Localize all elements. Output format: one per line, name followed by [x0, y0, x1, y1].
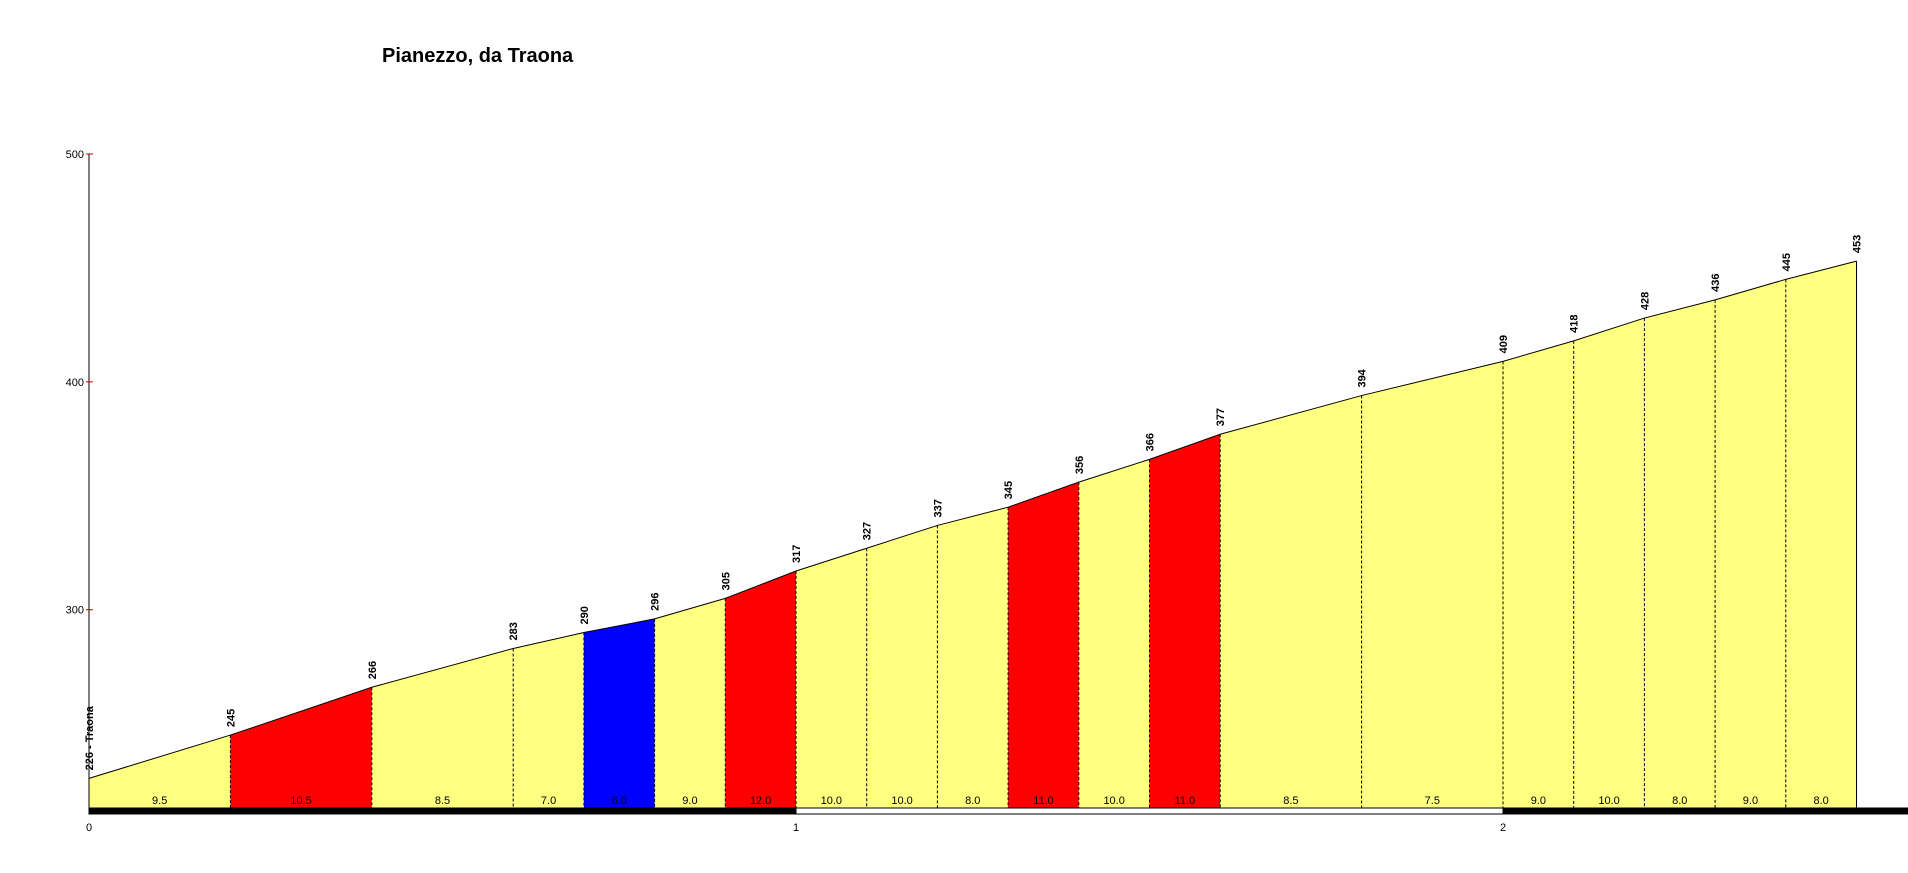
- segment-fill: [1008, 482, 1079, 808]
- segment-fill: [1220, 395, 1362, 808]
- grade-label: 8.5: [435, 795, 450, 807]
- x-tick-label: 2: [1500, 822, 1506, 834]
- segment-fill: [654, 598, 726, 808]
- elevation-label: 436: [1710, 273, 1722, 291]
- chart-title: Pianezzo, da Traona: [382, 45, 574, 67]
- grade-labels: 9.5 10.5 8.5 7.0 6.0 9.0 12.0 10.0 10.0 8.0 11.0 10…: [152, 795, 1829, 807]
- grade-label: 9.0: [1531, 795, 1546, 807]
- segment-fill: [1573, 318, 1645, 808]
- elevation-label: 394: [1357, 368, 1369, 387]
- segment-fill: [513, 632, 584, 808]
- elevation-label: 317: [791, 545, 803, 563]
- segment-fill: [1078, 459, 1150, 808]
- grade-label: 10.5: [290, 795, 311, 807]
- grade-label: 7.0: [541, 795, 556, 807]
- grade-label: 11.0: [1175, 795, 1196, 807]
- y-axis: 300 400 500: [66, 149, 93, 808]
- grade-label: 9.0: [682, 795, 697, 807]
- km-bar-band: [1502, 807, 1908, 815]
- segment-fill: [866, 525, 938, 808]
- elevation-label: 283: [508, 622, 520, 640]
- segment-fill: [230, 687, 372, 808]
- km-bar-band: [88, 807, 797, 815]
- elevation-label: 305: [720, 572, 732, 590]
- segment-fill: [89, 735, 231, 808]
- elevation-label: 327: [862, 522, 874, 540]
- segment-fill: [371, 648, 514, 808]
- elevation-label: 418: [1569, 314, 1581, 332]
- elevation-label: 428: [1639, 292, 1651, 310]
- grade-label: 8.0: [965, 795, 980, 807]
- segment-fill: [1503, 340, 1574, 808]
- elevation-label: 409: [1498, 335, 1510, 353]
- grade-label: 8.0: [1672, 795, 1687, 807]
- x-axis: 0 1 2: [86, 822, 1506, 834]
- elevation-label: 337: [932, 499, 944, 517]
- segment-fill: [1361, 361, 1503, 808]
- segment-fills: [89, 261, 1857, 808]
- segment-fill: [937, 507, 1009, 808]
- y-tick-label: 400: [66, 377, 84, 389]
- grade-label: 9.5: [152, 795, 167, 807]
- grade-label: 10.0: [1103, 795, 1124, 807]
- grade-label: 6.0: [612, 795, 627, 807]
- segment-dividers: [229, 261, 1857, 808]
- segment-fill: [583, 618, 655, 808]
- grade-label: 7.5: [1425, 795, 1440, 807]
- km-bar: [88, 807, 1908, 815]
- segment-fill: [1149, 434, 1221, 808]
- grade-label: 10.0: [891, 795, 912, 807]
- elevation-label: 453: [1852, 235, 1864, 253]
- segment-fill: [1785, 261, 1857, 808]
- km-bar-band: [795, 807, 1504, 815]
- elevation-label: 356: [1074, 456, 1086, 474]
- elevation-label: 445: [1781, 253, 1793, 271]
- grade-label: 8.0: [1814, 795, 1829, 807]
- y-tick-label: 300: [66, 605, 84, 617]
- profile-line: [88, 260, 1857, 779]
- elevation-label: 366: [1145, 433, 1157, 451]
- elevation-label: 245: [225, 709, 237, 727]
- elevation-label: 377: [1215, 408, 1227, 426]
- x-tick-label: 0: [86, 822, 92, 834]
- elevation-label: 266: [367, 661, 379, 679]
- grade-label: 9.0: [1743, 795, 1758, 807]
- y-tick-label: 500: [66, 149, 84, 161]
- profile-line-group: [88, 260, 1857, 779]
- start-elevation-label: 226 - Traona: [84, 705, 96, 770]
- segment-fill: [1644, 299, 1716, 808]
- segment-fill: [796, 548, 867, 808]
- elevation-label: 345: [1003, 481, 1015, 499]
- segment-fill: [725, 571, 796, 808]
- grade-label: 10.0: [1598, 795, 1619, 807]
- elevation-label: 296: [650, 593, 662, 611]
- elevation-label: 290: [579, 606, 591, 624]
- elevation-labels: 226 - Traona 245 266 283 290 296 305 317 327 337 3…: [84, 235, 1864, 771]
- grade-label: 11.0: [1033, 795, 1054, 807]
- grade-label: 8.5: [1283, 795, 1298, 807]
- segment-fill: [1715, 279, 1786, 808]
- x-tick-label: 1: [793, 822, 799, 834]
- grade-label: 10.0: [821, 795, 842, 807]
- grade-label: 12.0: [750, 795, 771, 807]
